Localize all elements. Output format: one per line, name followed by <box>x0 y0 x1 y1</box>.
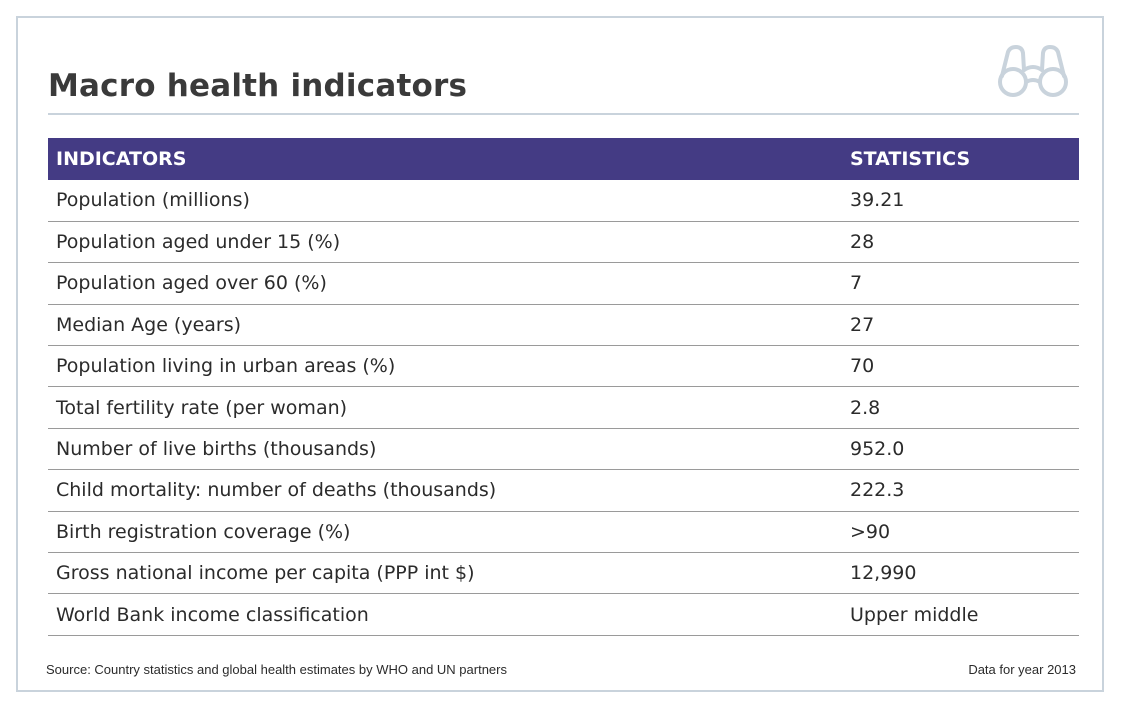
table-row: Median Age (years) 27 <box>48 304 1079 347</box>
statistic-cell: 27 <box>842 304 1079 347</box>
indicator-cell: Median Age (years) <box>48 304 842 347</box>
indicators-column-header: INDICATORS <box>48 138 842 180</box>
data-year-note: Data for year 2013 <box>968 662 1076 677</box>
indicator-cell: Birth registration coverage (%) <box>48 511 842 554</box>
table-row: Number of live births (thousands) 952.0 <box>48 428 1079 471</box>
indicator-cell: Gross national income per capita (PPP in… <box>48 552 842 595</box>
table-row: Birth registration coverage (%) >90 <box>48 511 1079 554</box>
statistic-cell: 952.0 <box>842 428 1079 471</box>
indicator-cell: Child mortality: number of deaths (thous… <box>48 469 842 512</box>
table-row: Gross national income per capita (PPP in… <box>48 552 1079 595</box>
indicator-cell: Population living in urban areas (%) <box>48 345 842 388</box>
statistics-column-header: STATISTICS <box>842 138 1079 180</box>
indicators-table: INDICATORS STATISTICS Population (millio… <box>48 138 1079 636</box>
table-row: Population aged over 60 (%) 7 <box>48 262 1079 305</box>
table-row: Total fertility rate (per woman) 2.8 <box>48 386 1079 429</box>
indicator-cell: World Bank income classification <box>48 593 842 636</box>
table-row: Population living in urban areas (%) 70 <box>48 345 1079 388</box>
indicator-cell: Population (millions) <box>48 180 842 222</box>
indicator-cell: Total fertility rate (per woman) <box>48 386 842 429</box>
statistic-cell: 39.21 <box>842 180 1079 222</box>
indicator-cell: Population aged under 15 (%) <box>48 221 842 264</box>
table-row: World Bank income classification Upper m… <box>48 593 1079 636</box>
table-header-row: INDICATORS STATISTICS <box>48 138 1079 180</box>
statistic-cell: >90 <box>842 511 1079 554</box>
indicator-cell: Population aged over 60 (%) <box>48 262 842 305</box>
indicators-card: Macro health indicators INDICATORS STATI… <box>16 16 1104 692</box>
binoculars-icon <box>998 45 1068 97</box>
indicator-cell: Number of live births (thousands) <box>48 428 842 471</box>
table-row: Population (millions) 39.21 <box>48 180 1079 222</box>
table-row: Population aged under 15 (%) 28 <box>48 221 1079 264</box>
statistic-cell: 222.3 <box>842 469 1079 512</box>
statistic-cell: Upper middle <box>842 593 1079 636</box>
table-row: Child mortality: number of deaths (thous… <box>48 469 1079 512</box>
title-divider <box>48 113 1079 115</box>
statistic-cell: 70 <box>842 345 1079 388</box>
statistic-cell: 12,990 <box>842 552 1079 595</box>
page-title: Macro health indicators <box>48 68 468 104</box>
statistic-cell: 28 <box>842 221 1079 264</box>
statistic-cell: 7 <box>842 262 1079 305</box>
statistic-cell: 2.8 <box>842 386 1079 429</box>
source-note: Source: Country statistics and global he… <box>46 662 507 677</box>
